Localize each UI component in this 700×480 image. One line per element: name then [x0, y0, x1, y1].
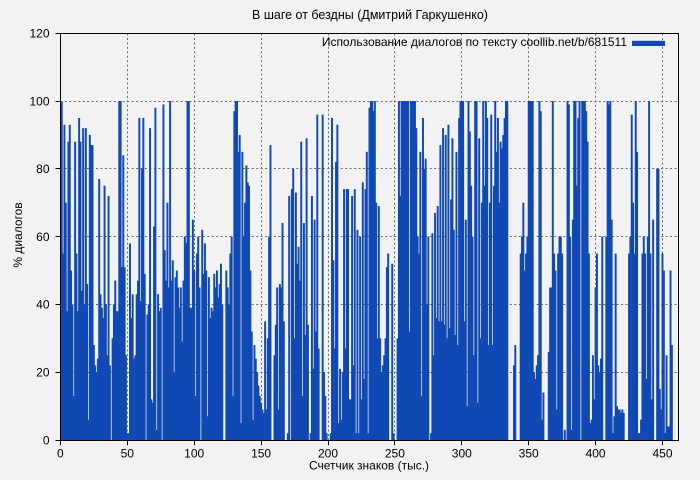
svg-text:В шаге от бездны (Дмитрий Гарк: В шаге от бездны (Дмитрий Гаркушенко)	[252, 8, 488, 22]
svg-text:100: 100	[184, 447, 204, 461]
svg-text:100: 100	[29, 94, 49, 108]
svg-text:0: 0	[57, 447, 64, 461]
svg-text:150: 150	[251, 447, 271, 461]
svg-text:300: 300	[452, 447, 472, 461]
svg-text:Использование диалогов по текс: Использование диалогов по тексту coollib…	[322, 35, 628, 49]
svg-text:350: 350	[519, 447, 539, 461]
svg-text:400: 400	[586, 447, 606, 461]
svg-text:450: 450	[652, 447, 672, 461]
svg-text:% диалогов: % диалогов	[11, 202, 25, 267]
svg-text:80: 80	[36, 162, 50, 176]
svg-text:50: 50	[121, 447, 135, 461]
svg-text:0: 0	[43, 433, 50, 447]
svg-text:Счетчик знаков (тыс.): Счетчик знаков (тыс.)	[309, 459, 429, 473]
svg-text:20: 20	[36, 366, 50, 380]
svg-text:40: 40	[36, 298, 50, 312]
svg-text:120: 120	[29, 27, 49, 41]
svg-text:60: 60	[36, 230, 50, 244]
svg-text:250: 250	[385, 447, 405, 461]
svg-text:200: 200	[318, 447, 338, 461]
